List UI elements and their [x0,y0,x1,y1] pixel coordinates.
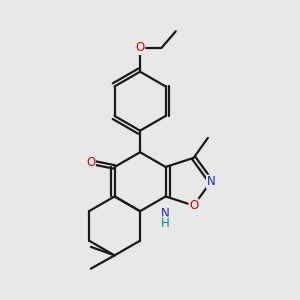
Text: O: O [136,41,145,54]
Text: O: O [86,156,95,169]
Text: H: H [161,217,170,230]
Text: N: N [207,175,215,188]
Text: N: N [161,207,170,220]
Text: O: O [189,199,198,212]
